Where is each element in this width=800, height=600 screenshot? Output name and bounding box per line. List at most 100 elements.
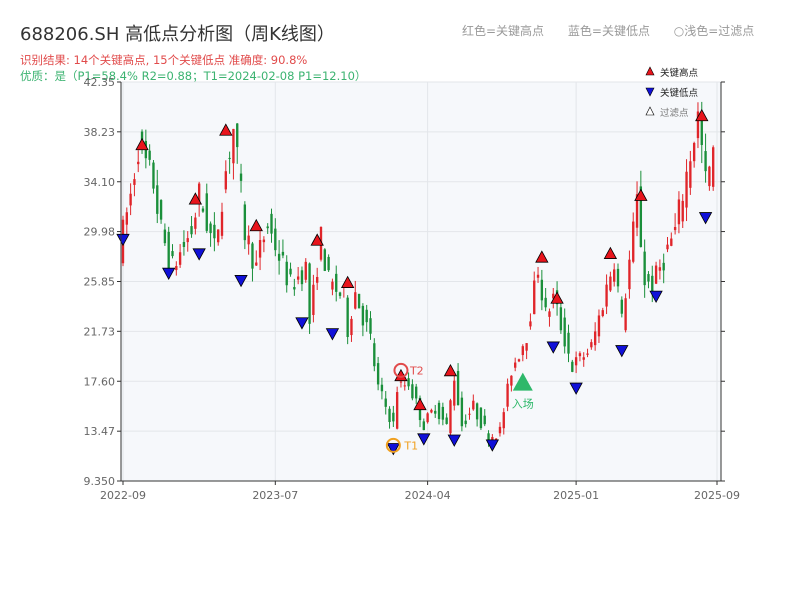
key-high-marker [535, 250, 549, 263]
candle-body [673, 226, 677, 231]
candle-body [662, 262, 665, 271]
key-low-marker [417, 433, 431, 446]
key-high-marker [603, 246, 618, 259]
candle-body [434, 410, 437, 414]
candle-body [152, 162, 155, 189]
candle-body [430, 409, 433, 413]
candle-body [510, 375, 513, 386]
candle-body [445, 417, 448, 424]
candle-body [647, 274, 650, 282]
key-low-marker [325, 328, 340, 341]
candle-body [426, 413, 429, 423]
candle-body [536, 274, 540, 278]
candle-body [361, 305, 365, 326]
candle-body [422, 421, 425, 431]
candle-body [293, 287, 296, 290]
top-legend-low: 蓝色=关键低点 [567, 24, 650, 38]
top-legend-high: 红色=关键高点 [462, 24, 545, 38]
key-low-marker [234, 275, 248, 288]
key-low-marker [649, 290, 663, 303]
candle-body [182, 241, 186, 247]
candle-body [681, 200, 684, 222]
candle-body [578, 353, 582, 357]
candle-body [651, 275, 654, 294]
y-tick-label: 25.85 [84, 276, 116, 289]
candle-body [521, 346, 524, 356]
candle-body [533, 280, 536, 315]
candle-body [331, 281, 334, 290]
key-high-marker [188, 192, 203, 205]
candle-body [338, 292, 342, 296]
candle-body [639, 186, 643, 247]
candles [121, 101, 715, 447]
candle-body [190, 226, 193, 235]
y-tick-label: 29.98 [84, 226, 116, 239]
candle-body [704, 151, 707, 172]
key-low-marker [192, 248, 206, 261]
key-high-marker [135, 137, 149, 151]
candle-body [159, 200, 163, 220]
y-tick-label: 9.350 [84, 475, 116, 488]
key-low-marker [485, 439, 500, 452]
candle-body [228, 157, 231, 159]
legend-filtered-icon [645, 106, 655, 116]
candle-body [178, 252, 182, 265]
y-tick-label: 34.10 [84, 176, 116, 189]
candle-body [601, 310, 604, 316]
candle-body [628, 259, 631, 290]
candle-body [643, 251, 646, 286]
candle-body [620, 299, 623, 314]
candle-body [582, 357, 585, 360]
candle-body [312, 284, 315, 315]
candle-body [197, 183, 201, 205]
key-low-marker [295, 317, 309, 330]
candle-body [148, 150, 151, 160]
candle-body [586, 353, 589, 355]
key-high-marker [443, 363, 458, 377]
candle-body [677, 199, 681, 225]
candle-body [163, 229, 167, 244]
key-high-marker [310, 233, 324, 246]
x-tick-label: 2022-09 [100, 489, 146, 502]
candle-body [502, 412, 505, 429]
candle-body [258, 240, 262, 258]
candle-body [316, 276, 319, 283]
candle-body [540, 279, 544, 301]
key-low-marker [386, 443, 401, 456]
legend-high-icon [645, 66, 655, 76]
candle-body [380, 384, 384, 392]
candle-body [654, 265, 658, 284]
candle-body [441, 406, 445, 420]
axes: 9.350 13.47 17.60 21.73 25.85 29.98 34.10 38.23… [84, 76, 740, 502]
key-low-marker [615, 345, 629, 358]
candle-body [514, 362, 517, 368]
t1-circle [385, 437, 401, 453]
candle-body [472, 400, 475, 410]
candle-body [129, 193, 132, 206]
candle-body [232, 128, 235, 164]
x-tick-label: 2024-04 [405, 489, 451, 502]
candle-body [399, 381, 403, 383]
candle-body [403, 385, 406, 387]
candle-body [635, 194, 639, 228]
t2-label: T2 [409, 364, 424, 377]
candle-body [304, 261, 307, 280]
candle-body [384, 398, 387, 407]
candle-body [574, 357, 578, 366]
candle-body [251, 243, 254, 269]
candle-body [552, 293, 555, 299]
candle-body [285, 261, 288, 286]
candle-body [475, 403, 479, 420]
candle-body [658, 267, 662, 271]
candle-body [220, 211, 224, 236]
candle-body [571, 361, 574, 372]
candle-body [335, 273, 338, 292]
candle-body [692, 142, 696, 162]
candle-body [156, 185, 159, 214]
candle-body [548, 311, 551, 317]
candle-body [255, 262, 258, 266]
candle-body [712, 147, 715, 187]
candle-body [407, 378, 410, 387]
candle-body [563, 317, 566, 347]
